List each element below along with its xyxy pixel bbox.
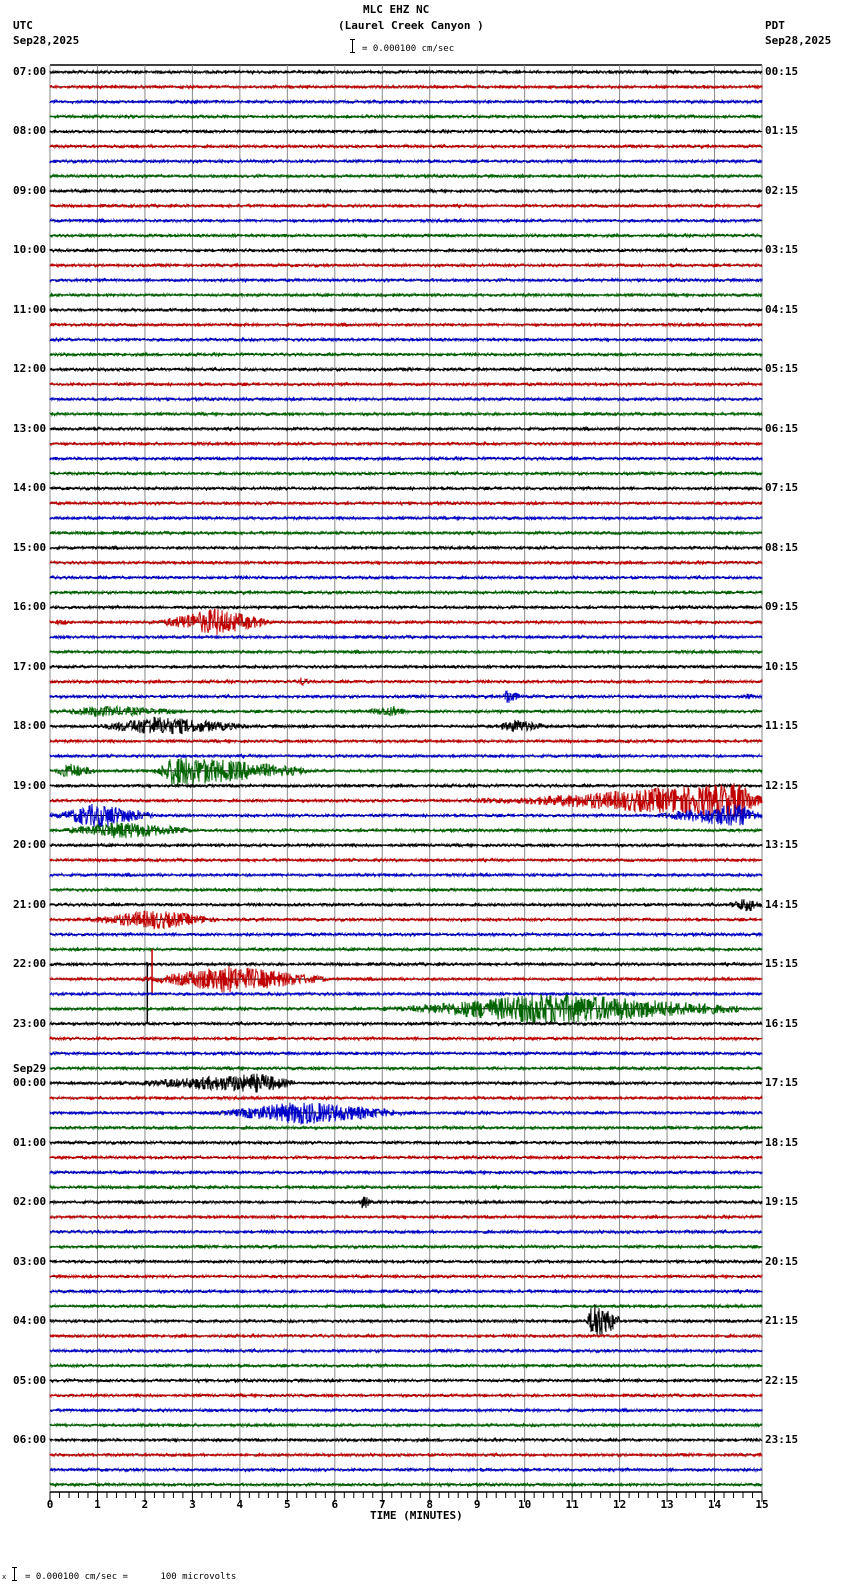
utc-hour-label: 18:00	[13, 719, 47, 733]
right-date: Sep28,2025	[765, 34, 832, 47]
date-change-label: Sep29	[13, 1062, 47, 1076]
utc-hour-label: 05:00	[13, 1373, 47, 1387]
pdt-hour-label: 00:15	[765, 65, 799, 78]
utc-hour-label: 01:00	[13, 1135, 47, 1149]
pdt-hour-label: 13:15	[765, 838, 799, 852]
x-tick-label: 13	[660, 1498, 674, 1511]
utc-hour-label: 16:00	[13, 600, 47, 614]
station-location: (Laurel Creek Canyon )	[338, 19, 484, 32]
pdt-hour-label: 23:15	[765, 1433, 799, 1447]
utc-hour-label: 00:00	[13, 1076, 47, 1090]
footer-scale-cap-bottom	[12, 1580, 17, 1581]
utc-hour-label: 06:00	[13, 1433, 47, 1447]
x-tick-label: 0	[46, 1498, 54, 1511]
pdt-hour-label: 10:15	[765, 659, 799, 673]
pdt-hour-label: 03:15	[765, 243, 799, 257]
footer-scale-bar-icon	[14, 1567, 15, 1581]
pdt-hour-label: 09:15	[765, 600, 799, 614]
utc-hour-label: 03:00	[13, 1254, 47, 1268]
pdt-hour-label: 07:15	[765, 481, 799, 495]
pdt-hour-label: 11:15	[765, 719, 799, 733]
pdt-hour-label: 12:15	[765, 778, 799, 792]
pdt-hour-label: 06:15	[765, 421, 799, 435]
pdt-hour-label: 02:15	[765, 183, 799, 197]
utc-hour-label: 13:00	[13, 421, 47, 435]
pdt-hour-label: 16:15	[765, 1016, 799, 1030]
x-tick-label: 6	[331, 1498, 339, 1511]
x-tick-label: 5	[284, 1498, 291, 1511]
footer-prefix: x	[2, 1573, 7, 1581]
scale-bar-icon	[352, 39, 353, 53]
pdt-hour-label: 04:15	[765, 302, 799, 316]
utc-hour-label: 04:00	[13, 1314, 47, 1328]
utc-hour-label: 12:00	[13, 362, 47, 376]
utc-hour-label: 08:00	[13, 124, 47, 138]
x-tick-label: 10	[518, 1498, 532, 1511]
pdt-hour-label: 20:15	[765, 1254, 799, 1268]
station-title: MLC EHZ NC	[363, 3, 430, 16]
pdt-hour-label: 05:15	[765, 362, 799, 376]
utc-hour-label: 22:00	[13, 957, 47, 971]
footer-scale-cap-top	[12, 1567, 17, 1568]
utc-hour-label: 02:00	[13, 1195, 47, 1209]
utc-hour-label: 07:00	[13, 65, 47, 78]
footer-scale-text: = 0.000100 cm/sec = 100 microvolts	[25, 1572, 237, 1582]
x-tick-label: 15	[755, 1498, 769, 1511]
scale-text: = 0.000100 cm/sec	[362, 44, 455, 54]
pdt-hour-label: 22:15	[765, 1373, 799, 1387]
pdt-hour-label: 17:15	[765, 1076, 799, 1090]
pdt-hour-label: 19:15	[765, 1195, 799, 1209]
scale-bar-cap-top	[350, 39, 355, 40]
pdt-hour-label: 18:15	[765, 1135, 799, 1149]
x-tick-label: 14	[707, 1498, 722, 1511]
pdt-hour-label: 15:15	[765, 957, 799, 971]
utc-hour-label: 09:00	[13, 183, 47, 197]
left-date: Sep28,2025	[13, 34, 80, 47]
x-tick-label: 2	[141, 1498, 149, 1511]
left-timezone: UTC	[13, 19, 33, 32]
pdt-hour-label: 08:15	[765, 540, 799, 554]
x-tick-label: 3	[189, 1498, 196, 1511]
pdt-hour-label: 21:15	[765, 1314, 799, 1328]
x-tick-label: 4	[236, 1498, 244, 1511]
x-tick-label: 1	[94, 1498, 101, 1511]
x-axis-label: TIME (MINUTES)	[370, 1509, 463, 1522]
x-tick-label: 9	[473, 1498, 481, 1511]
utc-hour-label: 14:00	[13, 481, 47, 495]
utc-hour-label: 20:00	[13, 838, 47, 852]
utc-hour-label: 21:00	[13, 897, 47, 911]
pdt-hour-label: 01:15	[765, 124, 799, 138]
x-tick-label: 7	[378, 1498, 386, 1511]
utc-hour-label: 17:00	[13, 659, 47, 673]
utc-hour-label: 23:00	[13, 1016, 47, 1030]
x-tick-label: 12	[612, 1498, 627, 1511]
utc-hour-label: 15:00	[13, 540, 47, 554]
pdt-hour-label: 14:15	[765, 897, 799, 911]
scale-bar-cap-bottom	[350, 52, 355, 53]
right-timezone: PDT	[765, 19, 785, 32]
utc-hour-label: 11:00	[13, 302, 47, 316]
x-tick-label: 8	[426, 1498, 434, 1511]
utc-hour-label: 19:00	[13, 778, 47, 792]
utc-hour-label: 10:00	[13, 243, 47, 257]
x-tick-label: 11	[565, 1498, 579, 1511]
